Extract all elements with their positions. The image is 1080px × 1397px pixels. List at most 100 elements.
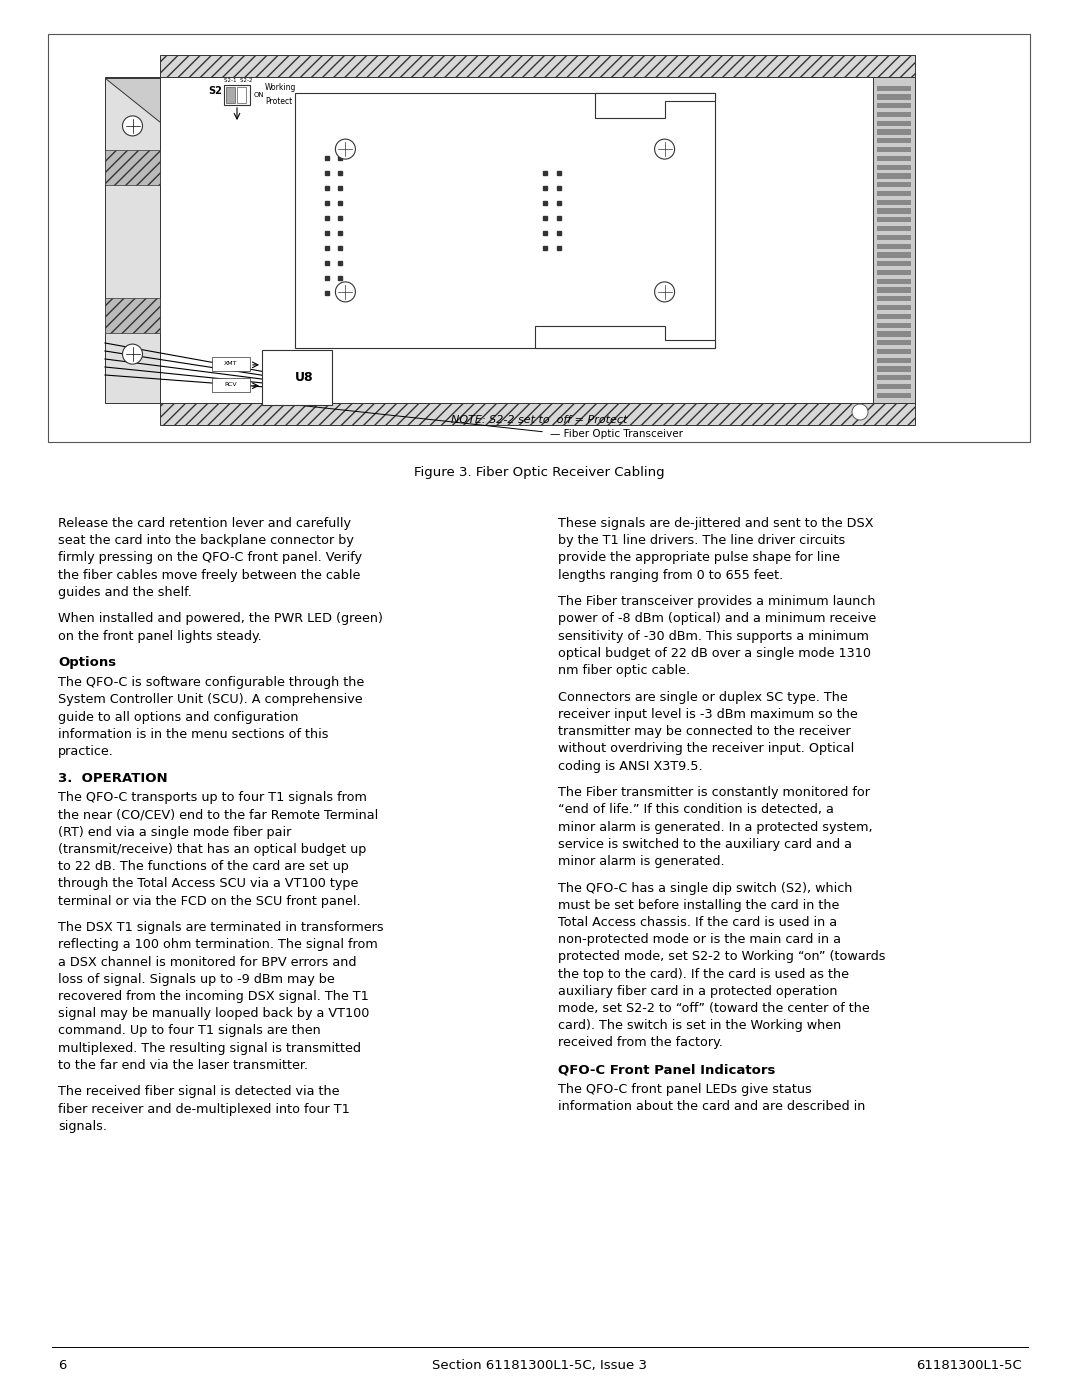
Text: the top to the card). If the card is used as the: the top to the card). If the card is use… <box>558 968 849 981</box>
Text: signals.: signals. <box>58 1120 107 1133</box>
Bar <box>877 331 912 337</box>
Text: The QFO-C is software configurable through the: The QFO-C is software configurable throu… <box>58 676 364 689</box>
Bar <box>295 94 715 348</box>
Bar <box>877 314 912 319</box>
Bar <box>877 226 912 232</box>
Text: minor alarm is generated. In a protected system,: minor alarm is generated. In a protected… <box>558 820 873 834</box>
Text: Connectors are single or duplex SC type. The: Connectors are single or duplex SC type.… <box>558 690 848 704</box>
Text: firmly pressing on the QFO-C front panel. Verify: firmly pressing on the QFO-C front panel… <box>58 552 362 564</box>
Bar <box>212 377 249 391</box>
Text: received from the factory.: received from the factory. <box>558 1037 723 1049</box>
Text: command. Up to four T1 signals are then: command. Up to four T1 signals are then <box>58 1024 321 1038</box>
Bar <box>160 402 915 425</box>
Polygon shape <box>105 78 160 122</box>
Text: 3.  OPERATION: 3. OPERATION <box>58 771 167 785</box>
Bar <box>877 393 912 398</box>
Text: The QFO-C transports up to four T1 signals from: The QFO-C transports up to four T1 signa… <box>58 791 367 805</box>
Bar <box>877 358 912 363</box>
Text: practice.: practice. <box>58 745 113 759</box>
Text: through the Total Access SCU via a VT100 type: through the Total Access SCU via a VT100… <box>58 877 359 890</box>
Text: auxiliary fiber card in a protected operation: auxiliary fiber card in a protected oper… <box>558 985 837 997</box>
Circle shape <box>654 282 675 302</box>
Text: on the front panel lights steady.: on the front panel lights steady. <box>58 630 261 643</box>
Bar <box>877 103 912 109</box>
Bar <box>877 270 912 275</box>
Text: 6: 6 <box>58 1359 66 1372</box>
Bar <box>877 339 912 345</box>
Text: without overdriving the receiver input. Optical: without overdriving the receiver input. … <box>558 742 854 756</box>
Text: power of -8 dBm (optical) and a minimum receive: power of -8 dBm (optical) and a minimum … <box>558 612 876 626</box>
Text: must be set before installing the card in the: must be set before installing the card i… <box>558 898 839 912</box>
Bar <box>212 356 249 370</box>
Text: lengths ranging from 0 to 655 feet.: lengths ranging from 0 to 655 feet. <box>558 569 783 581</box>
Text: guides and the shelf.: guides and the shelf. <box>58 585 192 599</box>
Bar <box>877 155 912 161</box>
Text: signal may be manually looped back by a VT100: signal may be manually looped back by a … <box>58 1007 369 1020</box>
Text: provide the appropriate pulse shape for line: provide the appropriate pulse shape for … <box>558 552 840 564</box>
Circle shape <box>336 140 355 159</box>
Text: NOTE: S2-2 set to  off = Protect: NOTE: S2-2 set to off = Protect <box>450 415 627 425</box>
Text: Figure 3. Fiber Optic Receiver Cabling: Figure 3. Fiber Optic Receiver Cabling <box>414 465 664 479</box>
Circle shape <box>852 404 868 420</box>
Bar <box>105 77 160 402</box>
Bar <box>873 77 915 402</box>
Text: Working: Working <box>265 84 296 92</box>
Bar <box>877 200 912 205</box>
Bar <box>262 351 332 405</box>
Text: loss of signal. Signals up to -9 dBm may be: loss of signal. Signals up to -9 dBm may… <box>58 972 335 986</box>
Bar <box>877 376 912 380</box>
Text: ON: ON <box>254 92 265 98</box>
Text: System Controller Unit (SCU). A comprehensive: System Controller Unit (SCU). A comprehe… <box>58 693 363 707</box>
Polygon shape <box>535 326 715 348</box>
Bar <box>877 349 912 353</box>
Text: information is in the menu sections of this: information is in the menu sections of t… <box>58 728 328 740</box>
Text: These signals are de-jittered and sent to the DSX: These signals are de-jittered and sent t… <box>558 517 874 529</box>
Bar <box>877 253 912 257</box>
Text: The Fiber transceiver provides a minimum launch: The Fiber transceiver provides a minimum… <box>558 595 876 608</box>
Text: minor alarm is generated.: minor alarm is generated. <box>558 855 725 868</box>
Text: reflecting a 100 ohm termination. The signal from: reflecting a 100 ohm termination. The si… <box>58 939 378 951</box>
Text: U8: U8 <box>295 372 313 384</box>
Text: The QFO-C has a single dip switch (S2), which: The QFO-C has a single dip switch (S2), … <box>558 882 852 894</box>
Bar <box>877 261 912 267</box>
Bar <box>105 149 160 184</box>
Bar <box>48 34 1030 441</box>
Circle shape <box>654 140 675 159</box>
Bar <box>877 165 912 170</box>
Text: card). The switch is set in the Working when: card). The switch is set in the Working … <box>558 1020 841 1032</box>
Text: Release the card retention lever and carefully: Release the card retention lever and car… <box>58 517 351 529</box>
Text: QFO-C Front Panel Indicators: QFO-C Front Panel Indicators <box>558 1063 775 1076</box>
Text: The Fiber transmitter is constantly monitored for: The Fiber transmitter is constantly moni… <box>558 787 870 799</box>
Text: (RT) end via a single mode fiber pair: (RT) end via a single mode fiber pair <box>58 826 292 838</box>
Text: transmitter may be connected to the receiver: transmitter may be connected to the rece… <box>558 725 851 738</box>
Bar <box>877 94 912 99</box>
Text: guide to all options and configuration: guide to all options and configuration <box>58 711 298 724</box>
Bar <box>160 54 915 77</box>
Bar <box>877 138 912 144</box>
Bar <box>877 366 912 372</box>
Bar <box>877 243 912 249</box>
Polygon shape <box>595 94 715 117</box>
Bar <box>877 288 912 292</box>
Text: the near (CO/CEV) end to the far Remote Terminal: the near (CO/CEV) end to the far Remote … <box>58 809 378 821</box>
Text: 61181300L1-5C: 61181300L1-5C <box>916 1359 1022 1372</box>
Bar <box>105 298 160 332</box>
Bar <box>237 87 246 103</box>
Bar <box>877 323 912 328</box>
Bar <box>877 235 912 240</box>
Text: S2: S2 <box>208 87 222 96</box>
Text: recovered from the incoming DSX signal. The T1: recovered from the incoming DSX signal. … <box>58 990 368 1003</box>
Text: Protect: Protect <box>265 98 293 106</box>
Bar <box>877 182 912 187</box>
Bar <box>877 208 912 214</box>
Text: optical budget of 22 dB over a single mode 1310: optical budget of 22 dB over a single mo… <box>558 647 870 659</box>
Text: RCV: RCV <box>225 383 238 387</box>
Bar <box>877 296 912 302</box>
Text: Options: Options <box>58 657 117 669</box>
Text: information about the card and are described in: information about the card and are descr… <box>558 1099 865 1113</box>
Bar <box>877 112 912 117</box>
Text: S2-1  S2-2: S2-1 S2-2 <box>224 78 253 84</box>
Text: service is switched to the auxiliary card and a: service is switched to the auxiliary car… <box>558 838 852 851</box>
Circle shape <box>122 116 143 136</box>
Text: to 22 dB. The functions of the card are set up: to 22 dB. The functions of the card are … <box>58 861 349 873</box>
